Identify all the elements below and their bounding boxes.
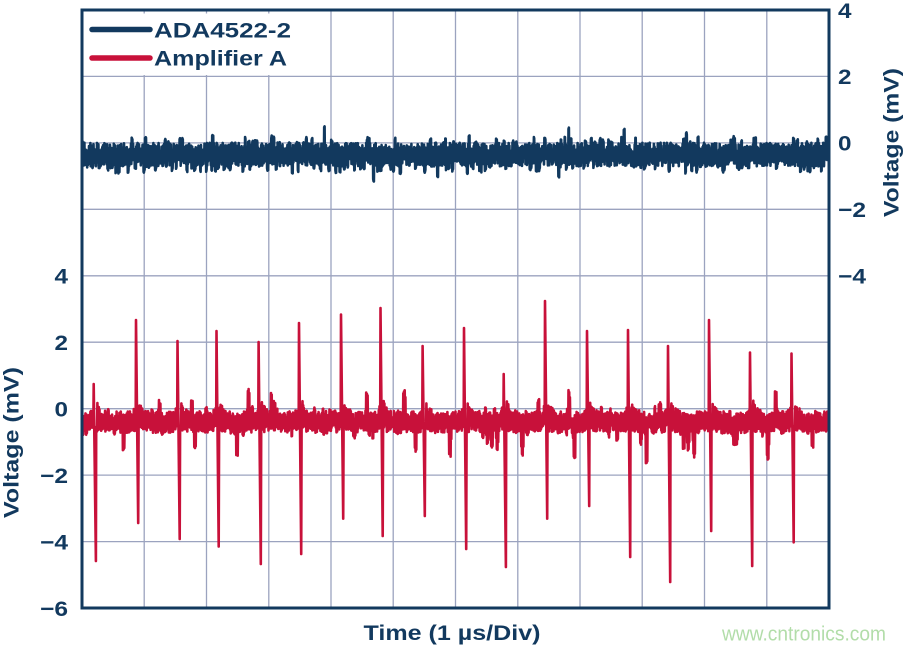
svg-text:−2: −2 — [838, 198, 866, 222]
svg-text:Voltage (mV): Voltage (mV) — [0, 367, 24, 518]
svg-text:Amplifier A: Amplifier A — [154, 47, 287, 71]
svg-text:4: 4 — [55, 265, 69, 289]
svg-text:−2: −2 — [40, 464, 68, 488]
svg-text:2: 2 — [55, 331, 69, 355]
svg-text:−6: −6 — [40, 597, 68, 621]
svg-text:ADA4522-2: ADA4522-2 — [154, 19, 291, 43]
svg-text:2: 2 — [838, 65, 852, 89]
svg-text:www.cntronics.com: www.cntronics.com — [721, 623, 886, 646]
svg-text:0: 0 — [838, 132, 852, 156]
svg-text:Time (1 µs/Div): Time (1 µs/Div) — [364, 621, 541, 645]
svg-text:0: 0 — [55, 398, 69, 422]
svg-text:Voltage (mV): Voltage (mV) — [880, 68, 904, 217]
svg-text:−4: −4 — [40, 530, 68, 554]
svg-text:4: 4 — [838, 0, 852, 23]
svg-text:−4: −4 — [838, 265, 866, 289]
